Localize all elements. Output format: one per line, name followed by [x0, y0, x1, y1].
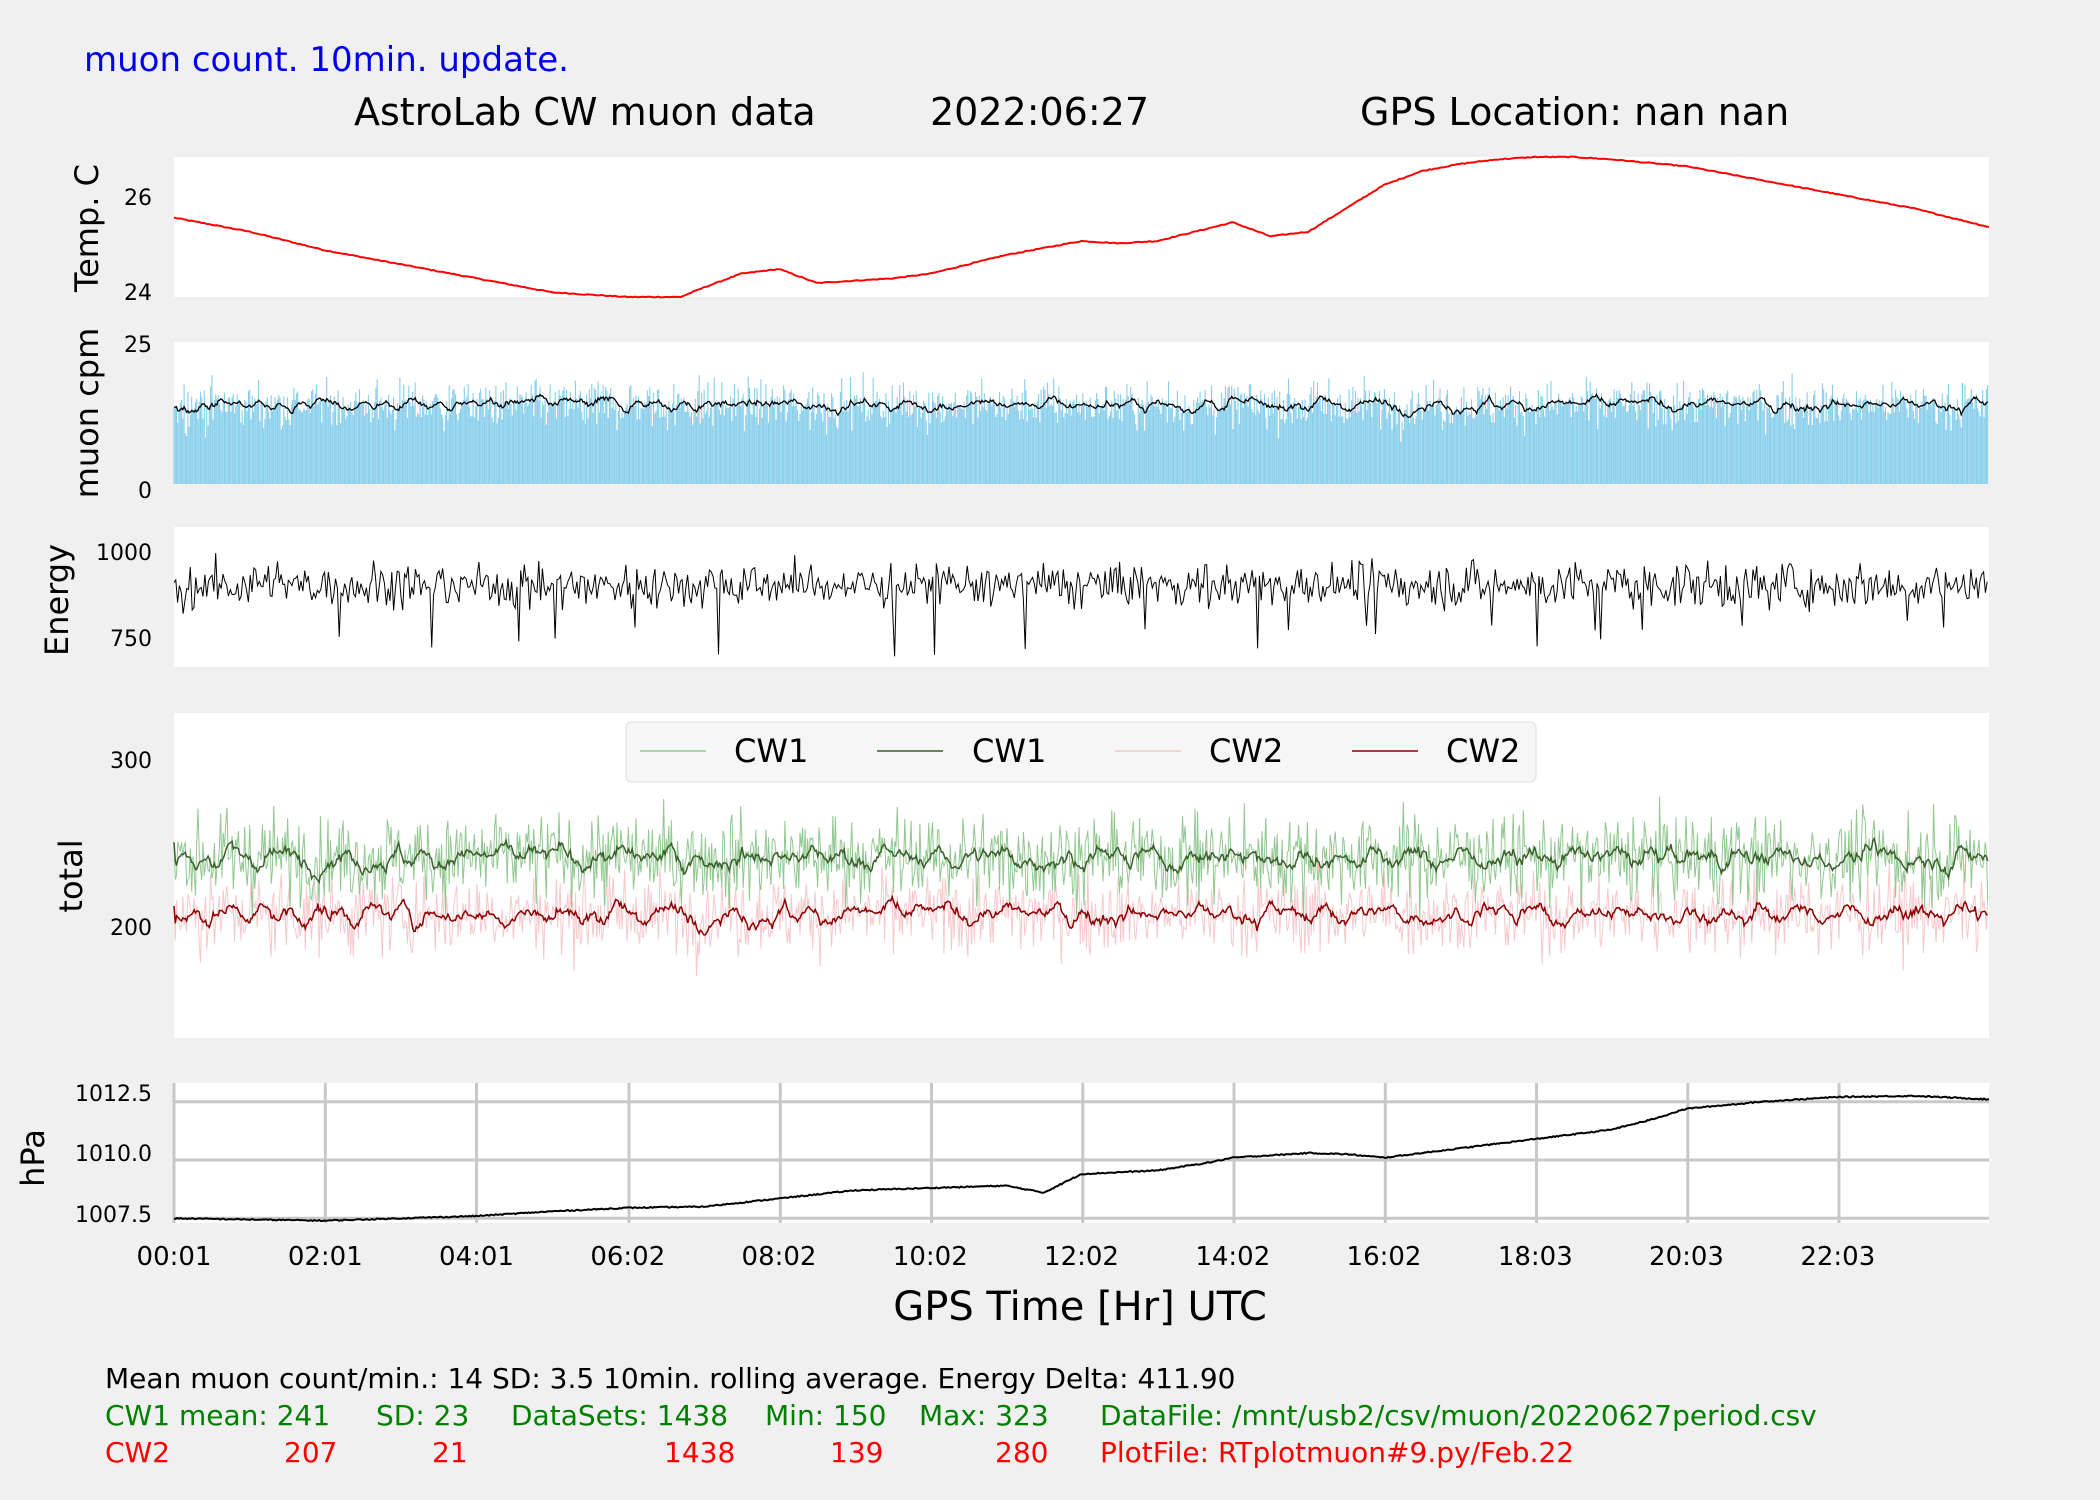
data-file: DataFile: /mnt/usb2/csv/muon/20220627per…	[1100, 1399, 1817, 1432]
total-tick-200: 200	[110, 916, 152, 941]
cw1-min: Min: 150	[765, 1399, 887, 1432]
energy-ylabel: Energy	[38, 544, 76, 656]
temp-series	[173, 155, 1990, 299]
x-tick-2003: 20:03	[1649, 1242, 1724, 1272]
legend-label-cw1-avg: CW1	[972, 732, 1046, 770]
temp-panel	[174, 157, 1989, 297]
pressure-line	[173, 1094, 1990, 1223]
x-tick-1202: 12:02	[1044, 1242, 1119, 1272]
temp-line	[173, 155, 1990, 299]
temp-tick-24: 24	[124, 281, 152, 306]
cw1-max: Max: 323	[919, 1399, 1049, 1432]
cw2-min: 139	[830, 1436, 884, 1469]
muon-ylabel: muon cpm	[68, 328, 106, 499]
x-tick-1002: 10:02	[893, 1242, 968, 1272]
muon-chart: 26 24 25 0 1000 750 300 200 1012.5 1010.…	[14, 155, 1990, 1330]
chart-date: 2022:06:27	[930, 90, 1150, 134]
legend-label-cw2-avg: CW2	[1446, 732, 1520, 770]
pressure-grid	[172, 1083, 1989, 1223]
x-tick-1803: 18:03	[1498, 1242, 1573, 1272]
plot-file: PlotFile: RTplotmuon#9.py/Feb.22	[1100, 1436, 1575, 1469]
total-ylabel: total	[52, 839, 90, 912]
temp-tick-26: 26	[124, 186, 152, 211]
gps-location: GPS Location: nan nan	[1360, 90, 1790, 134]
total-series	[173, 796, 1989, 977]
muon-tick-0: 0	[138, 479, 152, 504]
muon-average-line	[174, 392, 1989, 418]
x-tick-0201: 02:01	[288, 1242, 363, 1272]
energy-tick-1000: 1000	[96, 541, 152, 566]
legend-label-cw2-raw: CW2	[1209, 732, 1283, 770]
muon-bars	[173, 372, 1989, 484]
cw1-mean: CW1 mean: 241	[105, 1399, 331, 1432]
x-tick-0602: 06:02	[590, 1242, 665, 1272]
legend-box	[625, 721, 1537, 783]
x-tick-labels: 00:01 02:01 04:01 06:02 08:02 10:02 12:02 14:02…	[137, 1242, 1876, 1272]
update-note: muon count. 10min. update.	[84, 40, 569, 80]
legend: CW1 CW1 CW2 CW2	[625, 721, 1537, 783]
energy-series	[173, 553, 1988, 657]
x-tick-0802: 08:02	[742, 1242, 817, 1272]
cw2-mean: 207	[284, 1436, 338, 1469]
cw2-max: 280	[995, 1436, 1049, 1469]
cw1-raw-line	[173, 796, 1989, 922]
cw2-label: CW2	[105, 1436, 171, 1469]
x-tick-1402: 14:02	[1195, 1242, 1270, 1272]
energy-panel	[174, 527, 1989, 667]
press-tick-1010.0: 1010.0	[75, 1142, 152, 1167]
muon-tick-25: 25	[124, 333, 152, 358]
x-axis-label: GPS Time [Hr] UTC	[893, 1284, 1267, 1330]
cw2-sd: 21	[432, 1436, 468, 1469]
pressure-ylabel: hPa	[14, 1129, 52, 1187]
x-tick-1602: 16:02	[1347, 1242, 1422, 1272]
muon-series	[173, 372, 1989, 484]
chart-title: AstroLab CW muon data	[354, 90, 816, 134]
total-tick-300: 300	[110, 749, 152, 774]
cw1-datasets: DataSets: 1438	[511, 1399, 729, 1432]
press-tick-1012.5: 1012.5	[75, 1082, 152, 1107]
cw1-sd: SD: 23	[376, 1399, 470, 1432]
cw1-average-line	[173, 836, 1989, 885]
x-tick-0401: 04:01	[439, 1242, 514, 1272]
legend-label-cw1-raw: CW1	[734, 732, 808, 770]
cw2-average-line	[173, 894, 1988, 936]
stats-summary: Mean muon count/min.: 14 SD: 3.5 10min. …	[105, 1362, 1236, 1395]
temp-ylabel: Temp. C	[68, 164, 106, 293]
energy-line	[173, 553, 1988, 657]
cw2-raw-line	[173, 857, 1989, 977]
x-tick-0001: 00:01	[137, 1242, 212, 1272]
cw2-datasets: 1438	[664, 1436, 736, 1469]
energy-tick-750: 750	[110, 627, 152, 652]
x-tick-2203: 22:03	[1800, 1242, 1875, 1272]
press-tick-1007.5: 1007.5	[75, 1203, 152, 1228]
pressure-series	[173, 1094, 1990, 1223]
